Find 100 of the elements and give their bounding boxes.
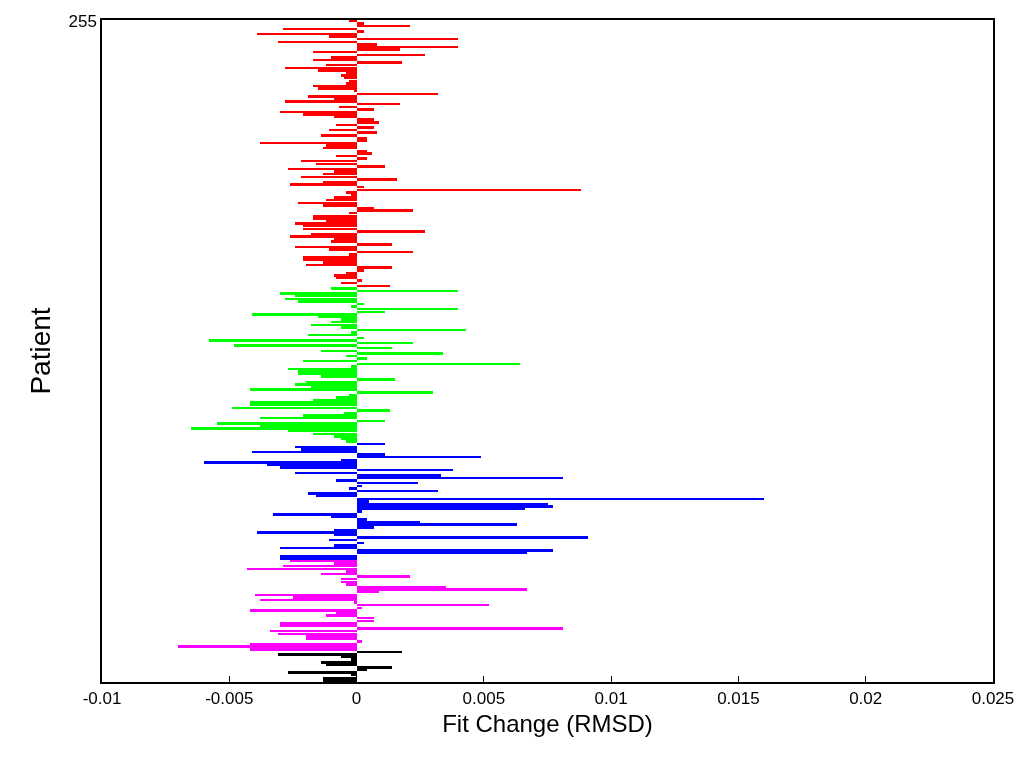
bar [357,409,390,412]
bar [298,202,357,204]
bar [313,59,357,61]
bar [252,451,357,453]
bar [357,290,458,292]
bar [273,513,357,516]
bar [280,622,357,625]
bar [357,536,588,539]
bar [257,33,357,35]
bar [336,155,357,157]
bar [346,191,357,194]
bar [357,337,364,339]
bar [357,139,367,142]
bar [280,111,357,113]
bar [329,129,357,131]
bar [357,620,374,622]
bar [285,298,357,300]
bar [303,259,357,261]
bar [357,108,374,111]
bar [260,142,357,144]
bar [357,54,425,56]
bar [280,547,357,549]
bar [357,523,517,526]
bar [357,61,402,64]
bar [357,498,764,500]
bar [357,588,527,591]
bar [357,477,563,479]
bar [301,176,357,178]
bar [178,645,357,648]
bar [357,549,553,552]
bar [357,121,379,124]
bar [308,334,357,336]
bar [260,417,357,419]
bar [331,287,357,290]
bar [341,74,357,77]
bar [303,228,357,230]
bar [280,557,357,560]
bar [295,222,357,225]
x-tick-label: -0.01 [82,689,122,709]
bar [357,230,425,233]
bar [357,469,453,471]
bar [357,152,372,155]
bar [349,487,357,490]
bar [260,599,357,601]
bar [357,178,397,181]
bar [357,308,458,310]
bar [308,492,357,495]
bar [357,251,413,253]
bar [321,134,357,137]
x-axis-title: Fit Change (RMSD) [442,709,653,737]
bar [357,25,410,27]
bar [357,352,443,355]
bar [280,625,357,627]
bar [280,555,357,557]
bar [336,277,357,279]
bar [357,575,410,578]
bar [341,581,357,583]
bar [288,671,357,674]
bar [346,355,357,357]
bar [349,20,357,22]
bar [357,640,362,643]
bar [250,609,357,612]
bar [357,443,385,445]
bar [357,93,438,95]
bar [232,407,357,409]
bar [306,264,357,266]
bar [329,539,357,541]
x-tick-label: 0.005 [462,689,506,709]
bar [357,651,402,653]
bar [357,391,433,394]
bar [336,479,357,482]
bar [357,482,418,484]
bar [278,653,357,656]
bar [357,347,392,349]
bar [357,46,458,48]
bar [285,67,357,69]
bar [357,131,377,134]
bar [357,38,458,40]
bar [357,303,364,305]
bar [209,339,357,342]
bar [323,147,357,149]
bar [285,100,357,103]
bar [344,77,357,79]
bar [290,560,357,562]
y-tick-label: 255 [68,12,97,32]
bar [311,324,357,326]
bar [283,28,357,30]
bar [313,85,357,87]
bar [290,183,357,186]
bar [357,30,364,33]
bar [357,103,400,105]
x-tick-label: 0.02 [849,689,883,709]
bar [357,157,367,160]
bar [357,126,374,129]
bar [351,305,357,308]
bar [357,378,395,381]
bar [357,604,489,606]
bar [306,638,357,640]
x-tick-label: 0.015 [717,689,760,709]
bar [247,568,357,570]
